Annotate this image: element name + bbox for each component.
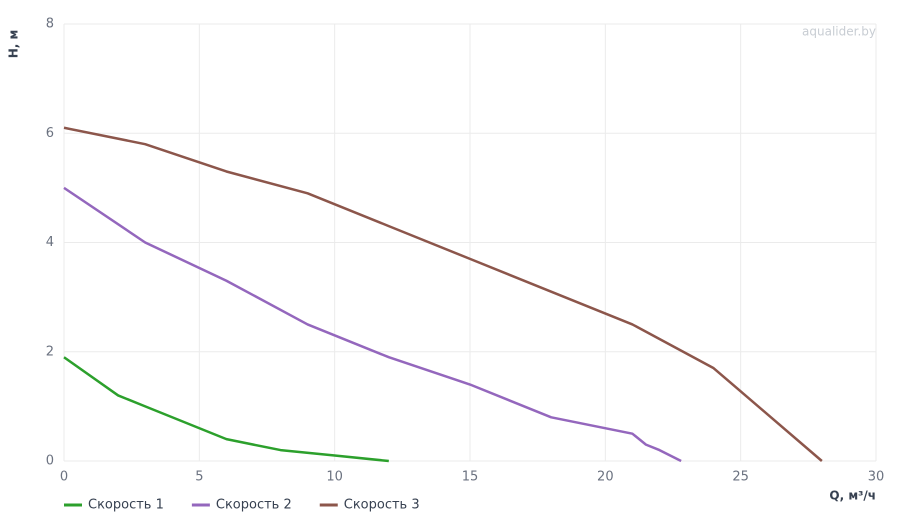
x-tick-label: 15	[462, 470, 479, 485]
x-tick-label: 5	[195, 470, 203, 485]
y-tick-label: 4	[46, 235, 54, 250]
line-series	[63, 356, 389, 463]
y-tick-label: 6	[46, 126, 54, 141]
x-axis-label: Q, м³/ч	[829, 489, 876, 503]
x-tick-label: 20	[597, 470, 614, 485]
legend-label: Скорость 1	[88, 498, 164, 513]
x-tick-label: 10	[326, 470, 343, 485]
legend-label: Скорость 3	[344, 498, 420, 513]
y-axis-label: H, м	[7, 30, 21, 59]
y-tick-label: 8	[46, 17, 54, 32]
x-tick-label: 25	[732, 470, 749, 485]
y-tick-label: 0	[46, 454, 54, 469]
line-series	[63, 126, 823, 462]
x-tick-label: 0	[60, 470, 68, 485]
line-series	[63, 186, 682, 463]
watermark: aqualider.by	[802, 25, 876, 39]
x-tick-label: 30	[868, 470, 885, 485]
y-tick-label: 2	[46, 344, 54, 359]
legend-label: Скорость 2	[216, 498, 292, 513]
